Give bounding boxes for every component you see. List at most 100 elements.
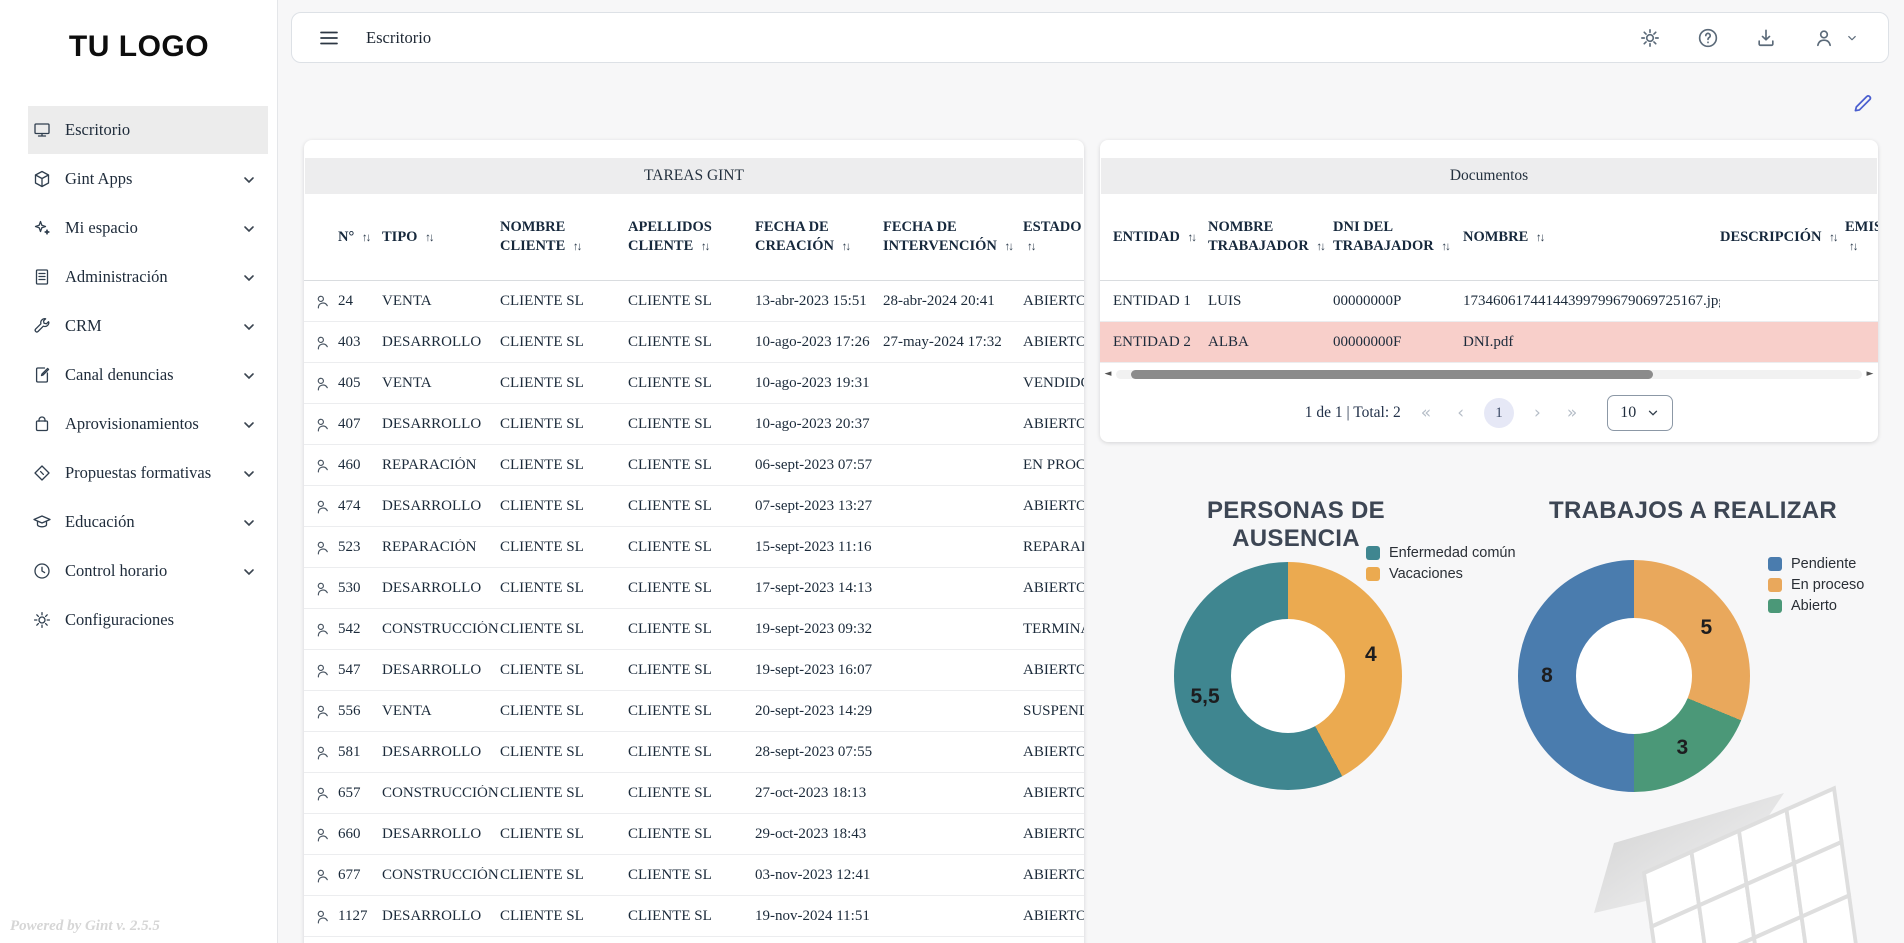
legend-item-abierto[interactable]: Abierto	[1768, 598, 1864, 614]
assignee-user-icon[interactable]	[304, 744, 338, 761]
column-header-fecha-de-creacion[interactable]: FECHA DE CREACIÓN ↑↓	[755, 219, 851, 254]
tareas-table-row[interactable]: 660 DESARROLLO CLIENTE SL CLIENTE SL 29-oct-…	[304, 814, 1084, 855]
column-header-nombre[interactable]: NOMBRE ↑↓	[1463, 228, 1545, 245]
first-page-button[interactable]: «	[1420, 403, 1432, 423]
last-page-button[interactable]: »	[1566, 403, 1578, 423]
column-header-apellidos-cliente[interactable]: APELLIDOS CLIENTE ↑↓	[628, 219, 712, 254]
sort-icon[interactable]: ↑↓	[572, 241, 582, 253]
assignee-user-icon[interactable]	[304, 867, 338, 884]
column-header-estado[interactable]: ESTADO ↑↓	[1023, 219, 1082, 253]
documentos-table-row[interactable]: ENTIDAD 1 LUIS 00000000P 173460617441443997…	[1100, 281, 1878, 322]
documentos-table-row[interactable]: ENTIDAD 2 ALBA 00000000F DNI.pdf	[1100, 322, 1878, 363]
assignee-user-icon[interactable]	[304, 908, 338, 925]
sidebar-item-administracion[interactable]: Administración	[28, 253, 268, 301]
sort-icon[interactable]: ↑↓	[1849, 241, 1858, 253]
column-header-entidad[interactable]: ENTIDAD ↑↓	[1113, 228, 1197, 245]
column-header-nombre-cliente[interactable]: NOMBRE CLIENTE ↑↓	[500, 219, 582, 254]
assignee-user-icon[interactable]	[304, 334, 338, 351]
column-header-fecha-de-intervencion[interactable]: FECHA DE INTERVENCIÓN ↑↓	[883, 219, 1014, 254]
tareas-table-row[interactable]: 474 DESARROLLO CLIENTE SL CLIENTE SL 07-sept…	[304, 486, 1084, 527]
column-header-n-[interactable]: N° ↑↓	[338, 228, 371, 245]
scrollbar-thumb[interactable]	[1130, 369, 1654, 379]
sidebar-item-crm[interactable]: CRM	[28, 302, 268, 350]
tareas-table-row[interactable]: 403 DESARROLLO CLIENTE SL CLIENTE SL 10-ago-…	[304, 322, 1084, 363]
current-page-button[interactable]: 1	[1484, 398, 1514, 428]
tareas-table-row[interactable]: 677 CONSTRUCCIÓN CLIENTE SL CLIENTE SL 03-no…	[304, 855, 1084, 896]
tareas-table-row[interactable]: 1127 DESARROLLO CLIENTE SL CLIENTE SL 19-nov…	[304, 896, 1084, 937]
sidebar-item-configuraciones[interactable]: Configuraciones	[28, 596, 268, 644]
sort-icon[interactable]: ↑↓	[361, 231, 371, 244]
assignee-user-icon[interactable]	[304, 580, 338, 597]
chevron-down-icon	[242, 417, 256, 431]
help-icon[interactable]	[1696, 26, 1720, 50]
tareas-table-row[interactable]: 556 VENTA CLIENTE SL CLIENTE SL 20-sept-2023…	[304, 691, 1084, 732]
tareas-table-row[interactable]: 547 DESARROLLO CLIENTE SL CLIENTE SL 19-sept…	[304, 650, 1084, 691]
sidebar-item-canal-denuncias[interactable]: Canal denuncias	[28, 351, 268, 399]
menu-icon[interactable]	[318, 27, 340, 49]
tareas-table-row[interactable]: 523 REPARACIÓN CLIENTE SL CLIENTE SL 15-sept…	[304, 527, 1084, 568]
tareas-table-row[interactable]: 581 DESARROLLO CLIENTE SL CLIENTE SL 28-sept…	[304, 732, 1084, 773]
sort-icon[interactable]: ↑↓	[1316, 241, 1325, 253]
sort-icon[interactable]: ↑↓	[1535, 231, 1545, 244]
column-header-emision[interactable]: EMISIÓN ↑↓	[1845, 219, 1878, 253]
user-icon[interactable]	[1812, 26, 1836, 50]
sort-icon[interactable]: ↑↓	[841, 241, 851, 253]
table-cell: 19-nov-2024 11:51	[755, 907, 870, 924]
documentos-table-body: ENTIDAD 1 LUIS 00000000P 173460617441443997…	[1100, 281, 1878, 363]
assignee-user-icon[interactable]	[304, 703, 338, 720]
scroll-left-icon[interactable]: ◄	[1104, 369, 1112, 379]
assignee-user-icon[interactable]	[304, 498, 338, 515]
download-icon[interactable]	[1754, 26, 1778, 50]
assignee-user-icon[interactable]	[304, 621, 338, 638]
legend-item-pendiente[interactable]: Pendiente	[1768, 556, 1864, 572]
prev-page-button[interactable]: ‹	[1457, 403, 1464, 423]
tareas-table-row[interactable]: 657 CONSTRUCCIÓN CLIENTE SL CLIENTE SL 27-oc…	[304, 773, 1084, 814]
chevron-down-icon[interactable]	[1844, 26, 1860, 50]
tareas-table-row[interactable]: 24 VENTA CLIENTE SL CLIENTE SL 13-abr-2023 1…	[304, 281, 1084, 322]
tareas-table-row[interactable]: 460 REPARACIÓN CLIENTE SL CLIENTE SL 06-sept…	[304, 445, 1084, 486]
sidebar-item-mi-espacio[interactable]: Mi espacio	[28, 204, 268, 252]
assignee-user-icon[interactable]	[304, 539, 338, 556]
settings-icon[interactable]	[1638, 26, 1662, 50]
table-cell: CLIENTE SL	[628, 374, 712, 391]
assignee-user-icon[interactable]	[304, 785, 338, 802]
sidebar-item-control-horario[interactable]: Control horario	[28, 547, 268, 595]
legend-item-enfermedad-comun[interactable]: Enfermedad común	[1366, 545, 1516, 561]
sort-icon[interactable]: ↑↓	[425, 231, 434, 244]
sidebar-item-aprovisionamientos[interactable]: Aprovisionamientos	[28, 400, 268, 448]
sort-icon[interactable]: ↑↓	[700, 241, 710, 253]
sort-icon[interactable]: ↑↓	[1829, 231, 1838, 244]
sidebar-item-educacion[interactable]: Educación	[28, 498, 268, 546]
page-size-select[interactable]: 10	[1607, 395, 1674, 431]
tareas-table-row[interactable]: 405 VENTA CLIENTE SL CLIENTE SL 10-ago-2023 …	[304, 363, 1084, 404]
assignee-user-icon[interactable]	[304, 293, 338, 310]
sort-icon[interactable]: ↑↓	[1027, 241, 1036, 253]
sidebar-item-label: Canal denuncias	[65, 365, 174, 384]
column-header-nombre-trabajador[interactable]: NOMBRE TRABAJADOR ↑↓	[1208, 219, 1326, 254]
sidebar-item-propuestas-formativas[interactable]: Propuestas formativas	[28, 449, 268, 497]
legend-item-vacaciones[interactable]: Vacaciones	[1366, 566, 1516, 582]
tareas-table-row[interactable]: 407 DESARROLLO CLIENTE SL CLIENTE SL 10-ago-…	[304, 404, 1084, 445]
assignee-user-icon[interactable]	[304, 662, 338, 679]
sort-icon[interactable]: ↑↓	[1441, 241, 1450, 253]
sidebar-item-escritorio[interactable]: Escritorio	[28, 106, 268, 154]
column-header-descripcion[interactable]: DESCRIPCIÓN ↑↓	[1720, 228, 1839, 245]
scroll-right-icon[interactable]: ►	[1866, 369, 1874, 379]
sort-icon[interactable]: ↑↓	[1187, 231, 1197, 244]
chevron-down-icon	[1649, 410, 1658, 416]
edit-pencil-icon[interactable]	[1850, 90, 1876, 116]
assignee-user-icon[interactable]	[304, 826, 338, 843]
assignee-user-icon[interactable]	[304, 375, 338, 392]
sort-icon[interactable]: ↑↓	[1004, 241, 1014, 253]
column-header-dni-del-trabajador[interactable]: DNI DEL TRABAJADOR ↑↓	[1333, 219, 1451, 254]
user-menu[interactable]	[1812, 26, 1860, 50]
scrollbar-track[interactable]	[1116, 369, 1862, 379]
column-header-tipo[interactable]: TIPO ↑↓	[382, 228, 434, 245]
legend-item-en-proceso[interactable]: En proceso	[1768, 577, 1864, 593]
sidebar-item-gint-apps[interactable]: Gint Apps	[28, 155, 268, 203]
next-page-button[interactable]: ›	[1534, 403, 1541, 423]
tareas-table-row[interactable]: 542 CONSTRUCCIÓN CLIENTE SL CLIENTE SL 19-se…	[304, 609, 1084, 650]
tareas-table-row[interactable]: 530 DESARROLLO CLIENTE SL CLIENTE SL 17-sept…	[304, 568, 1084, 609]
assignee-user-icon[interactable]	[304, 416, 338, 433]
assignee-user-icon[interactable]	[304, 457, 338, 474]
